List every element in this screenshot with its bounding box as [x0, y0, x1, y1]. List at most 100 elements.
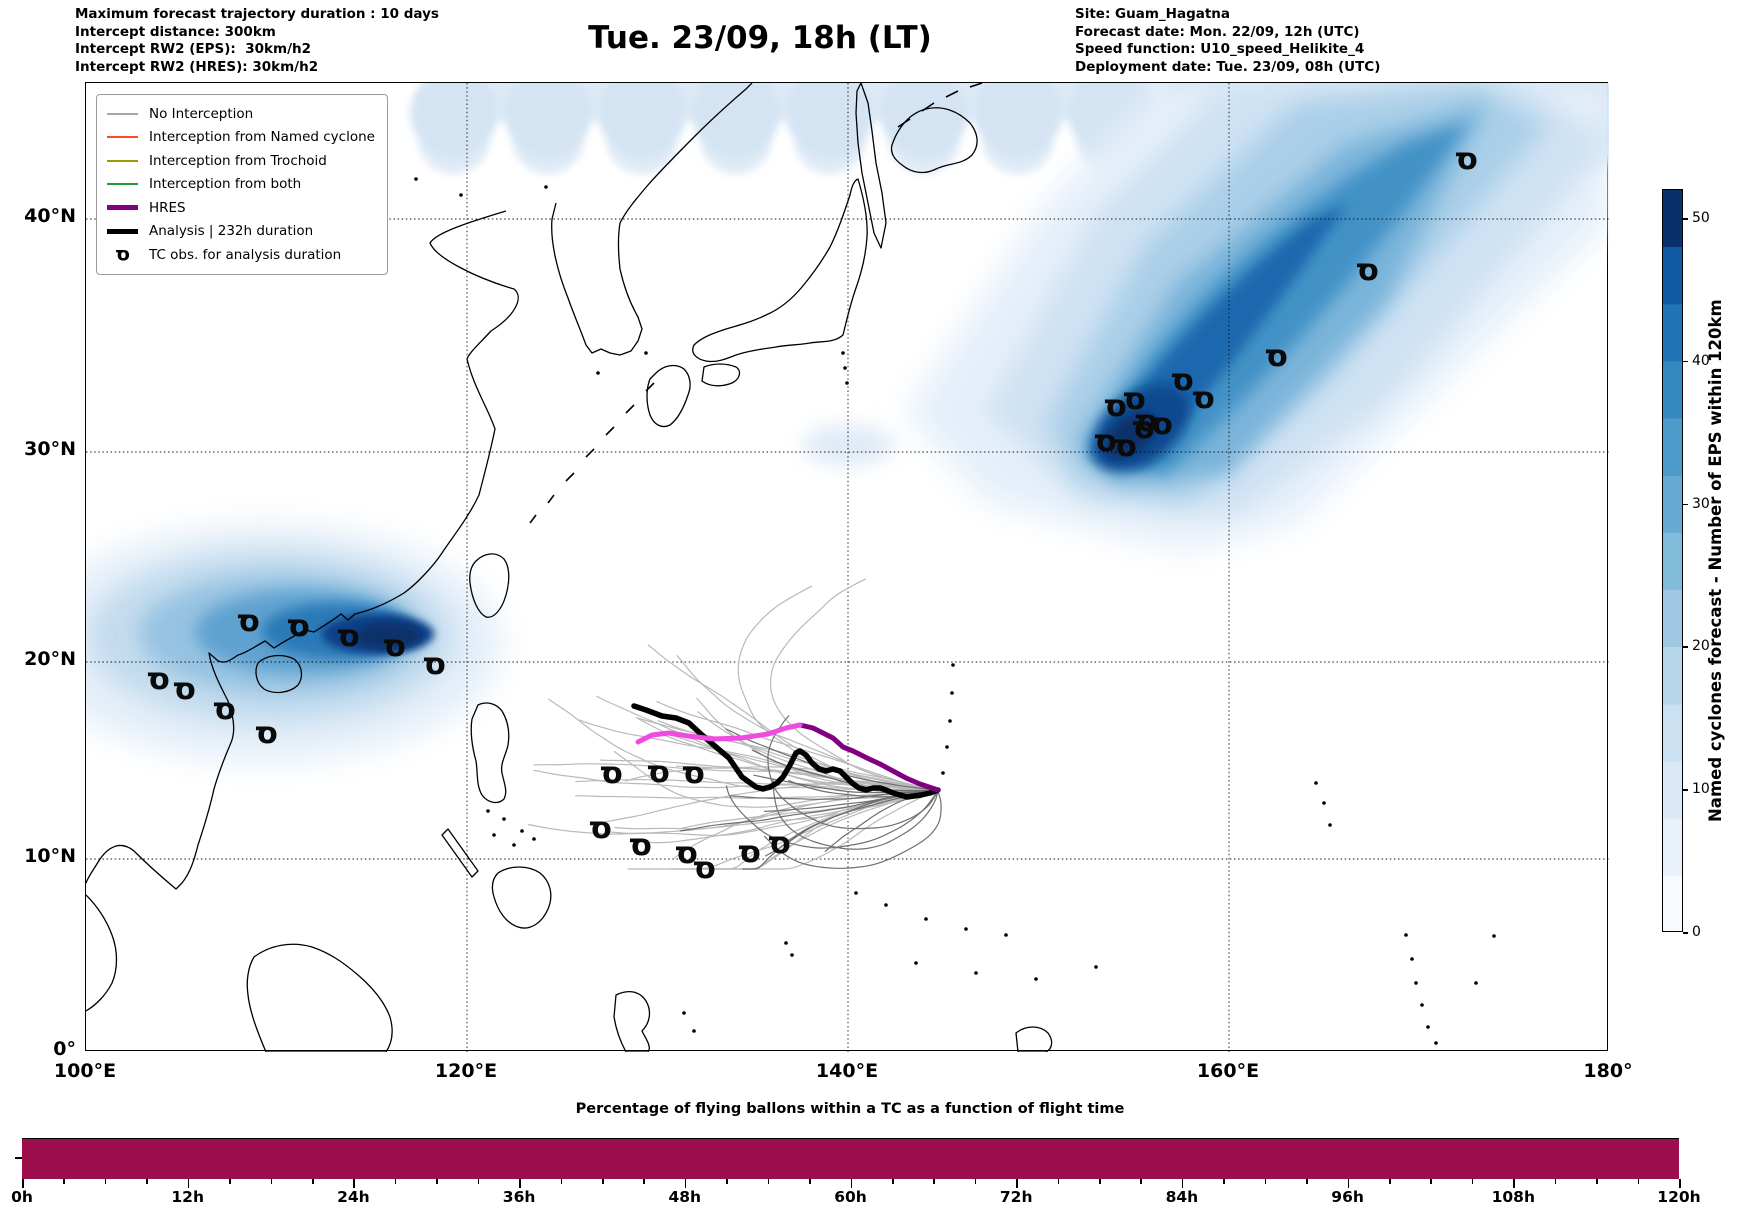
- tc-obs-icon: σ: [1131, 411, 1154, 446]
- flight-time-tick-label: 36h: [502, 1188, 536, 1206]
- tc-obs-icon: σ: [1122, 382, 1145, 417]
- legend-item: Interception from Trochoid: [107, 149, 375, 173]
- page-title: Tue. 23/09, 18h (LT): [588, 20, 932, 56]
- tc-obs-icon: σ: [767, 826, 790, 861]
- legend-item-label: Interception from Trochoid: [149, 152, 327, 169]
- tc-obs-icon: σ: [1093, 424, 1116, 459]
- flight-time-tick-label: 108h: [1491, 1188, 1535, 1206]
- flight-time-tick: [1140, 1179, 1143, 1184]
- tc-obs-icon: σ: [588, 811, 611, 846]
- lat-tick-label: 0°: [53, 1038, 76, 1060]
- tc-obs-icon: σ: [107, 243, 138, 265]
- eps-density-colorbar: [1662, 189, 1683, 932]
- eps-density-field: [86, 83, 1609, 761]
- site-info-line: Speed function: U10_speed_Helikite_4: [1075, 41, 1365, 57]
- tc-obs-icon: σ: [1355, 253, 1378, 288]
- colorbar-tick-label: 0: [1692, 924, 1701, 940]
- tc-obs-icon: σ: [646, 755, 669, 790]
- flight-time-tick-label: 72h: [999, 1188, 1033, 1206]
- legend-item: Analysis | 232h duration: [107, 220, 375, 244]
- tc-obs-icon: σ: [674, 836, 697, 871]
- colorbar-label: Named cyclones forecast - Number of EPS …: [1706, 299, 1725, 822]
- flight-time-tick: [311, 1179, 314, 1184]
- legend-item-label: Analysis | 232h duration: [149, 223, 314, 240]
- legend-line-swatch: [107, 159, 138, 162]
- flight-time-tick-label: 96h: [1331, 1188, 1364, 1206]
- flight-time-tick: [229, 1179, 231, 1184]
- flight-time-tick: [477, 1179, 480, 1184]
- legend-line-swatch: [107, 159, 138, 162]
- tc-obs-icon: σ: [1113, 429, 1136, 464]
- colorbar-tick-label: 50: [1692, 210, 1710, 226]
- flight-time-tick-label: 0h: [11, 1188, 33, 1206]
- tc-obs-icon: σ: [382, 629, 405, 664]
- colorbar-tick-label: 10: [1692, 781, 1710, 798]
- flight-time-tick: [146, 1179, 148, 1184]
- colorbar-tick: [1683, 360, 1688, 363]
- flight-time-tick: [1306, 1179, 1308, 1184]
- flight-time-tick: [270, 1179, 273, 1184]
- flight-time-tick: [560, 1179, 563, 1184]
- balloon-percentage-bar: [22, 1138, 1679, 1179]
- flight-time-tick: [726, 1179, 728, 1184]
- tc-obs-icon: σ: [1103, 389, 1126, 424]
- flight-time-tick: [1554, 1179, 1557, 1184]
- lat-tick-label: 20°N: [24, 648, 76, 670]
- tc-obs-icon: σ: [1134, 404, 1157, 439]
- legend-item: HRES: [107, 196, 375, 220]
- flight-time-tick: [1513, 1179, 1515, 1188]
- flight-time-tick: [891, 1179, 894, 1184]
- legend-line-swatch: [107, 183, 138, 186]
- flight-time-tick-label: 60h: [834, 1188, 867, 1206]
- flight-time-tick: [187, 1179, 190, 1188]
- lat-tick-label: 10°N: [24, 845, 76, 867]
- colorbar-tick-label: 30: [1692, 495, 1710, 512]
- flight-time-tick: [1016, 1179, 1018, 1188]
- tc-obs-icon: σ: [1264, 339, 1287, 374]
- legend-item: Interception from Named cyclone: [107, 126, 375, 150]
- tc-obs-icon: σ: [146, 662, 169, 697]
- tc-obs-icon: σ: [628, 828, 651, 863]
- tc-obs-icon: σ: [286, 609, 309, 644]
- lon-tick-label: 160°E: [1196, 1060, 1260, 1082]
- flight-time-tick: [1679, 1179, 1681, 1188]
- legend-item: No Interception: [107, 102, 375, 126]
- flight-time-tick: [436, 1179, 438, 1184]
- legend-line-swatch: [107, 228, 138, 234]
- flight-time-tick: [1099, 1179, 1101, 1184]
- tc-obs-icon: σ: [1454, 142, 1477, 177]
- legend-line-swatch: [107, 228, 138, 234]
- legend-line-swatch: [107, 183, 138, 186]
- site-info-line: Forecast date: Mon. 22/09, 12h (UTC): [1075, 23, 1360, 40]
- legend-line-swatch: [107, 112, 138, 115]
- hres-track: [797, 722, 941, 793]
- flight-time-tick: [601, 1179, 604, 1184]
- site-info-line: Site: Guam_Hagatna: [1075, 6, 1231, 22]
- legend-item-label: TC obs. for analysis duration: [149, 246, 342, 263]
- lon-tick-label: 120°E: [434, 1060, 498, 1082]
- colorbar-tick: [1683, 789, 1688, 791]
- hres-track-pre-interception: [635, 722, 803, 745]
- legend-line-swatch: [107, 205, 138, 211]
- colorbar-tick: [1683, 503, 1688, 506]
- flight-time-tick-label: 84h: [1165, 1188, 1199, 1206]
- tc-obs-icon: σ: [737, 835, 760, 870]
- flight-time-tick: [1389, 1179, 1391, 1184]
- legend-item-label: HRES: [149, 199, 186, 216]
- tc-obs-icon: σ: [1170, 363, 1193, 398]
- graticule: [86, 83, 1609, 1052]
- lat-tick-label: 30°N: [24, 438, 76, 460]
- forecast-param-line: Maximum forecast trajectory duration : 1…: [75, 6, 439, 22]
- legend-item-label: Interception from both: [149, 176, 302, 193]
- colorbar-tick-label: 20: [1692, 638, 1710, 655]
- flight-time-tick: [933, 1179, 935, 1184]
- flight-time-tick: [1471, 1179, 1474, 1184]
- flight-time-tick: [1223, 1179, 1225, 1184]
- colorbar-tick: [1683, 646, 1688, 648]
- flight-time-tick: [63, 1179, 66, 1184]
- coastlines: [86, 83, 1053, 1052]
- flight-time-tick: [22, 1179, 24, 1188]
- flight-time-tick: [1264, 1179, 1267, 1184]
- flight-time-tick: [974, 1179, 977, 1184]
